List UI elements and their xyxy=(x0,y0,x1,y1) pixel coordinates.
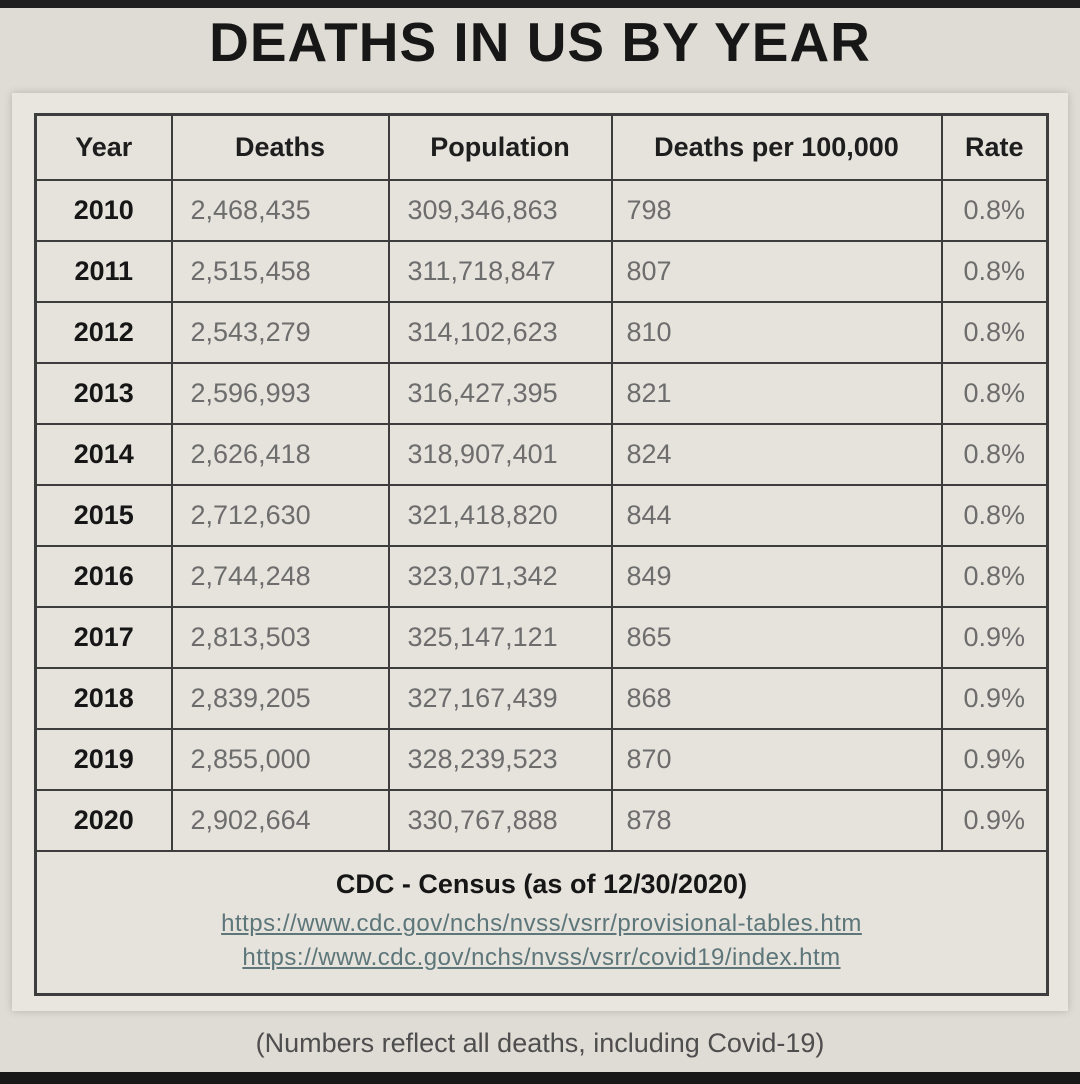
cell-deaths-per-100000: 824 xyxy=(610,423,943,486)
cell-deaths-per-100000: 844 xyxy=(610,484,943,547)
cell-deaths-per-100000: 870 xyxy=(610,728,943,791)
bottom-letterbox-strip xyxy=(0,1072,1080,1084)
header-year: Year xyxy=(34,113,173,181)
cell-population: 314,102,623 xyxy=(387,301,613,364)
cell-deaths: 2,902,664 xyxy=(170,789,390,852)
cdc-covid19-index-link[interactable]: https://www.cdc.gov/nchs/nvss/vsrr/covid… xyxy=(242,944,841,971)
cell-population: 321,418,820 xyxy=(387,484,613,547)
cell-rate: 0.8% xyxy=(940,362,1049,425)
top-letterbox-strip xyxy=(0,0,1080,8)
table-row: 2018 2,839,205 327,167,439 868 0.9% xyxy=(34,667,1049,730)
cell-deaths-per-100000: 849 xyxy=(610,545,943,608)
table-row: 2020 2,902,664 330,767,888 878 0.9% xyxy=(34,789,1049,852)
header-rate: Rate xyxy=(940,113,1049,181)
cell-year: 2019 xyxy=(34,728,173,791)
cell-deaths: 2,744,248 xyxy=(170,545,390,608)
cell-deaths-per-100000: 798 xyxy=(610,179,943,242)
cell-population: 325,147,121 xyxy=(387,606,613,669)
cell-deaths: 2,839,205 xyxy=(170,667,390,730)
cell-rate: 0.8% xyxy=(940,484,1049,547)
cell-rate: 0.8% xyxy=(940,301,1049,364)
cell-deaths: 2,813,503 xyxy=(170,606,390,669)
cell-year: 2014 xyxy=(34,423,173,486)
cell-deaths: 2,596,993 xyxy=(170,362,390,425)
cell-population: 309,346,863 xyxy=(387,179,613,242)
cell-population: 328,239,523 xyxy=(387,728,613,791)
cell-rate: 0.8% xyxy=(940,179,1049,242)
cell-rate: 0.9% xyxy=(940,789,1049,852)
table-row: 2013 2,596,993 316,427,395 821 0.8% xyxy=(34,362,1049,425)
cell-rate: 0.9% xyxy=(940,728,1049,791)
cell-deaths: 2,468,435 xyxy=(170,179,390,242)
header-population: Population xyxy=(387,113,613,181)
cell-deaths-per-100000: 878 xyxy=(610,789,943,852)
cell-deaths-per-100000: 865 xyxy=(610,606,943,669)
cell-population: 316,427,395 xyxy=(387,362,613,425)
cell-year: 2016 xyxy=(34,545,173,608)
table-row: 2015 2,712,630 321,418,820 844 0.8% xyxy=(34,484,1049,547)
table-header-row: Year Deaths Population Deaths per 100,00… xyxy=(34,113,1049,181)
cell-year: 2018 xyxy=(34,667,173,730)
cell-deaths: 2,626,418 xyxy=(170,423,390,486)
cell-year: 2015 xyxy=(34,484,173,547)
cell-year: 2013 xyxy=(34,362,173,425)
cell-population: 311,718,847 xyxy=(387,240,613,303)
cell-deaths: 2,543,279 xyxy=(170,301,390,364)
cell-rate: 0.9% xyxy=(940,606,1049,669)
cell-rate: 0.8% xyxy=(940,240,1049,303)
cell-rate: 0.9% xyxy=(940,667,1049,730)
table-row: 2019 2,855,000 328,239,523 870 0.9% xyxy=(34,728,1049,791)
cell-year: 2017 xyxy=(34,606,173,669)
cell-deaths: 2,515,458 xyxy=(170,240,390,303)
cell-deaths: 2,712,630 xyxy=(170,484,390,547)
cell-deaths-per-100000: 807 xyxy=(610,240,943,303)
cell-population: 318,907,401 xyxy=(387,423,613,486)
source-text: CDC - Census (as of 12/30/2020) xyxy=(335,869,748,899)
cell-deaths-per-100000: 868 xyxy=(610,667,943,730)
cell-rate: 0.8% xyxy=(940,423,1049,486)
cell-population: 323,071,342 xyxy=(387,545,613,608)
page-title: DEATHS IN US BY YEAR xyxy=(209,11,871,73)
deaths-table: Year Deaths Population Deaths per 100,00… xyxy=(34,113,1049,996)
table-row: 2017 2,813,503 325,147,121 865 0.9% xyxy=(34,606,1049,669)
header-deaths: Deaths xyxy=(170,113,390,181)
cell-year: 2020 xyxy=(34,789,173,852)
header-deaths-per-100000: Deaths per 100,000 xyxy=(610,113,943,181)
caption-text: (Numbers reflect all deaths, including C… xyxy=(255,1028,825,1058)
table-row: 2014 2,626,418 318,907,401 824 0.8% xyxy=(34,423,1049,486)
table-row: 2016 2,744,248 323,071,342 849 0.8% xyxy=(34,545,1049,608)
cdc-provisional-tables-link[interactable]: https://www.cdc.gov/nchs/nvss/vsrr/provi… xyxy=(221,910,862,937)
table-body: 2010 2,468,435 309,346,863 798 0.8% 2011 2,515… xyxy=(34,179,1049,852)
cell-deaths: 2,855,000 xyxy=(170,728,390,791)
table-row: 2010 2,468,435 309,346,863 798 0.8% xyxy=(34,179,1049,242)
source-row: CDC - Census (as of 12/30/2020) https://… xyxy=(34,850,1049,996)
cell-year: 2010 xyxy=(34,179,173,242)
cell-population: 330,767,888 xyxy=(387,789,613,852)
cell-population: 327,167,439 xyxy=(387,667,613,730)
cell-rate: 0.8% xyxy=(940,545,1049,608)
cell-deaths-per-100000: 810 xyxy=(610,301,943,364)
table-row: 2012 2,543,279 314,102,623 810 0.8% xyxy=(34,301,1049,364)
table-row: 2011 2,515,458 311,718,847 807 0.8% xyxy=(34,240,1049,303)
cell-year: 2011 xyxy=(34,240,173,303)
cell-year: 2012 xyxy=(34,301,173,364)
cell-deaths-per-100000: 821 xyxy=(610,362,943,425)
source-cell: CDC - Census (as of 12/30/2020) https://… xyxy=(34,850,1049,996)
